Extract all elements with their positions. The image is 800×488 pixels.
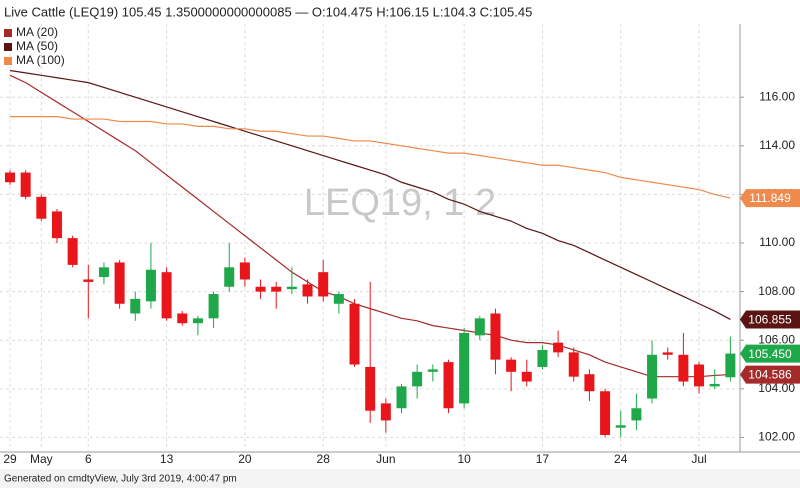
legend-label: MA (20) <box>16 25 58 39</box>
candle-body <box>224 267 235 287</box>
x-tick-label: Jul <box>691 452 706 466</box>
y-tick-label: 104.00 <box>758 381 795 395</box>
x-tick-label: 28 <box>317 452 331 466</box>
y-tick-label: 102.00 <box>758 430 795 444</box>
y-tick-label: 114.00 <box>759 138 795 152</box>
candle-body <box>647 354 658 399</box>
candle-body <box>114 262 125 304</box>
candle-body <box>255 286 266 292</box>
candle-body <box>474 318 485 336</box>
x-tick-label: 6 <box>85 452 92 466</box>
candle-body <box>192 318 203 324</box>
candle-body <box>396 386 407 409</box>
price-tag-label: 104.586 <box>748 368 792 382</box>
x-tick-label: 20 <box>238 452 252 466</box>
candle-body <box>20 172 31 197</box>
x-tick-label: 13 <box>160 452 174 466</box>
candle-body <box>239 262 250 280</box>
candle-body <box>600 391 611 435</box>
candle-body <box>709 383 720 387</box>
price-tag-label: 111.849 <box>749 191 791 205</box>
x-tick-label: 10 <box>457 452 471 466</box>
candle-body <box>615 425 626 428</box>
candle-body <box>459 332 470 404</box>
candle-body <box>51 211 62 239</box>
footer: Generated on cmdtyView, July 3rd 2019, 4… <box>4 474 237 485</box>
title-bar <box>0 0 800 24</box>
candle-body <box>161 272 172 319</box>
y-tick-label: 116.00 <box>759 89 795 103</box>
legend-label: MA (50) <box>16 39 58 53</box>
candle-body <box>568 352 579 377</box>
price-tag <box>740 310 800 329</box>
candle-body <box>506 359 517 372</box>
legend-swatch <box>4 57 12 65</box>
candle-body <box>130 298 141 314</box>
price-tag <box>740 365 800 384</box>
candle-body <box>145 269 156 302</box>
candle-body <box>286 286 297 290</box>
candle-body <box>490 313 501 360</box>
candle-body <box>412 371 423 387</box>
candle-body <box>443 362 454 409</box>
candle-body <box>36 196 47 219</box>
candle-body <box>5 172 15 183</box>
candle-body <box>83 279 94 282</box>
x-tick-label: May <box>30 452 53 466</box>
candle-body <box>584 374 595 392</box>
candle-body <box>725 353 736 378</box>
candle-body <box>631 408 642 421</box>
candle-body <box>98 267 109 278</box>
price-tag <box>740 344 800 363</box>
y-tick-label: 110.00 <box>759 235 795 249</box>
chart-title: Live Cattle (LEQ19) 105.45 1.35000000000… <box>4 4 532 19</box>
candle-body <box>365 366 376 411</box>
candle-body <box>427 369 438 372</box>
price-tag-label: 106.855 <box>748 313 792 327</box>
candle-body <box>678 354 689 382</box>
candle-body <box>694 364 705 387</box>
x-tick-label: 29 <box>3 452 17 466</box>
x-tick-label: 24 <box>614 452 628 466</box>
candle-body <box>208 294 219 319</box>
price-tag <box>740 189 800 208</box>
candle-body <box>521 371 532 382</box>
legend-swatch <box>4 43 12 51</box>
candle-body <box>271 286 282 292</box>
legend-label: MA (100) <box>16 53 65 67</box>
legend-swatch <box>4 29 12 37</box>
candle-body <box>333 294 344 304</box>
candle-body <box>662 352 673 355</box>
candle-body <box>537 349 548 367</box>
candle-body <box>318 272 329 297</box>
candle-body <box>349 303 360 365</box>
watermark: LEQ19, 1 2 <box>304 182 496 224</box>
candle-body <box>302 284 313 297</box>
ma-line <box>9 69 731 320</box>
x-tick-label: 17 <box>536 452 550 466</box>
y-tick-label: 106.00 <box>758 332 795 346</box>
y-tick-label: 108.00 <box>758 284 795 298</box>
price-tag-label: 105.450 <box>748 347 792 361</box>
candle-body <box>67 238 78 265</box>
candle-body <box>177 313 188 324</box>
candle-body <box>380 403 391 421</box>
footer-bar <box>0 469 800 488</box>
x-tick-label: Jun <box>376 452 395 466</box>
candle-body <box>553 342 564 353</box>
ma-line <box>10 116 731 199</box>
